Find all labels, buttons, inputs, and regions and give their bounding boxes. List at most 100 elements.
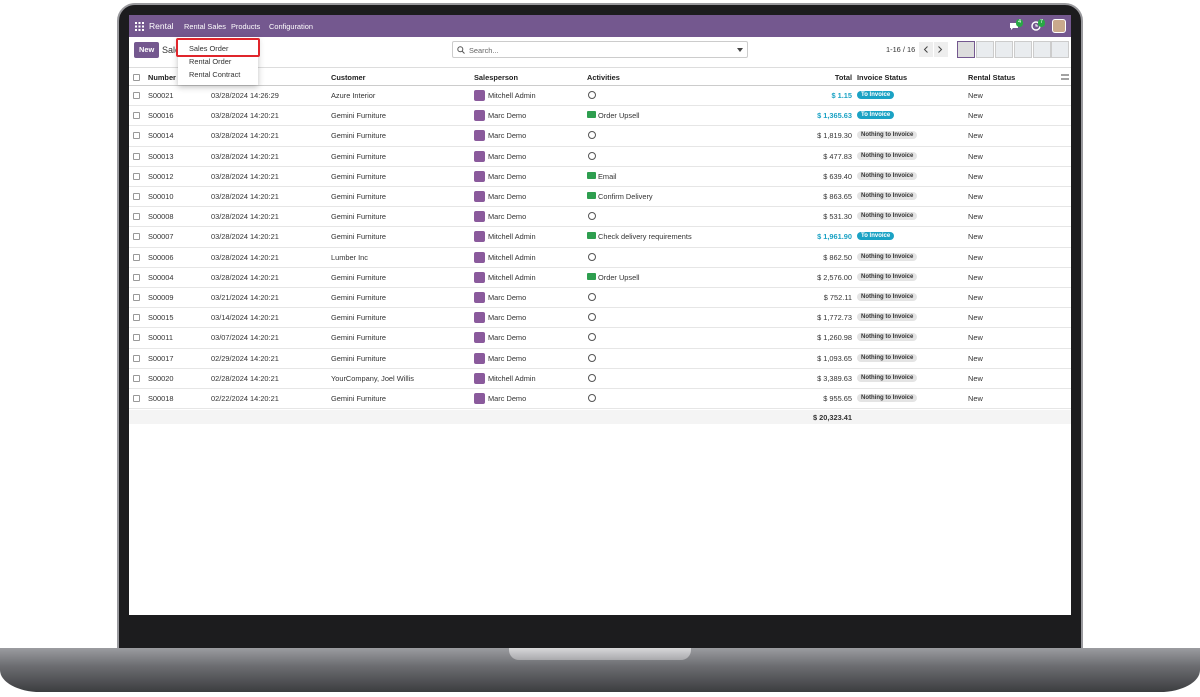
order-total: $ 1,093.65 (817, 353, 852, 363)
table-row[interactable]: S00004 03/28/2024 14:20:21 Gemini Furnitur… (129, 268, 1071, 288)
menu-item[interactable]: Products (231, 22, 261, 31)
order-number: S00015 (148, 313, 174, 323)
view-calendar[interactable] (995, 41, 1013, 58)
table-row[interactable]: S00008 03/28/2024 14:20:21 Gemini Furnitur… (129, 207, 1071, 228)
order-date: 03/28/2024 14:20:21 (211, 252, 279, 262)
optional-columns[interactable] (1061, 73, 1069, 81)
rental-status: New (968, 171, 983, 181)
menu-item[interactable]: Rental Sales (184, 22, 226, 31)
activity-icon[interactable] (587, 192, 596, 199)
row-checkbox[interactable] (133, 213, 140, 221)
menu-item[interactable]: Configuration (269, 22, 313, 31)
activity-clock[interactable] (588, 91, 596, 99)
table-row[interactable]: S00018 02/22/2024 14:20:21 Gemini Furnitur… (129, 389, 1071, 410)
view-kanban[interactable] (976, 41, 994, 58)
row-checkbox[interactable] (133, 112, 140, 120)
activity-clock[interactable] (588, 293, 596, 301)
table-row[interactable]: S00013 03/28/2024 14:20:21 Gemini Furnitur… (129, 147, 1071, 167)
activity-clock[interactable] (588, 333, 596, 342)
order-number: S00020 (148, 373, 174, 383)
view-list[interactable] (957, 41, 975, 58)
invoice-status: Nothing to Invoice (857, 192, 918, 200)
row-checkbox[interactable] (133, 152, 140, 160)
activity-clock[interactable] (588, 252, 596, 261)
table-row[interactable]: S00016 03/28/2024 14:20:21 Gemini Furnitur… (129, 106, 1071, 127)
salesperson-avatar (474, 191, 485, 202)
row-checkbox[interactable] (133, 193, 140, 200)
select-all[interactable] (133, 74, 140, 81)
user-avatar[interactable] (1052, 19, 1066, 33)
row-checkbox[interactable] (133, 334, 140, 342)
column-header[interactable]: Salesperson (474, 73, 518, 82)
view-activity[interactable] (1051, 41, 1069, 58)
table-row[interactable]: S00015 03/14/2024 14:20:21 Gemini Furnitur… (129, 308, 1071, 329)
table-row[interactable]: S00009 03/21/2024 14:20:21 Gemini Furnitur… (129, 288, 1071, 309)
invoice-status: Nothing to Invoice (857, 131, 918, 140)
order-date: 03/28/2024 14:20:21 (211, 111, 279, 121)
search-placeholder: Search... (469, 46, 499, 55)
row-checkbox[interactable] (133, 172, 140, 180)
row-checkbox[interactable] (133, 273, 140, 281)
table-row[interactable]: S00011 03/07/2024 14:20:21 Gemini Furnitur… (129, 328, 1071, 349)
table-row[interactable]: S00007 03/28/2024 14:20:21 Gemini Furnitur… (129, 227, 1071, 248)
dropdown-item[interactable]: Sales Order (189, 44, 229, 53)
table-row[interactable]: S00020 02/28/2024 14:20:21 YourCompany, Jo… (129, 369, 1071, 389)
activity-clock[interactable] (588, 394, 596, 402)
dropdown-item[interactable]: Rental Order (189, 57, 232, 66)
view-graph[interactable] (1033, 41, 1051, 58)
table-row[interactable]: S00010 03/28/2024 14:20:21 Gemini Furnitur… (129, 187, 1071, 208)
activity-icon[interactable] (587, 171, 596, 179)
table-row[interactable]: S00017 02/29/2024 14:20:21 Gemini Furnitur… (129, 349, 1071, 369)
row-checkbox[interactable] (133, 314, 140, 322)
column-header[interactable]: Number (148, 73, 176, 82)
column-header[interactable]: Invoice Status (857, 73, 908, 82)
column-header[interactable]: Activities (587, 73, 620, 82)
salesperson-avatar (474, 90, 485, 101)
row-checkbox[interactable] (133, 233, 140, 241)
new-button[interactable]: New (134, 42, 159, 58)
activity-icon[interactable] (587, 272, 596, 280)
apps-icon[interactable] (135, 22, 144, 31)
activity-clock[interactable] (588, 373, 596, 382)
order-date: 03/28/2024 14:20:21 (211, 151, 279, 161)
activity-icon[interactable] (587, 111, 596, 119)
activity-summary: Order Upsell (598, 272, 640, 282)
pager-arrows[interactable] (919, 42, 949, 57)
row-checkbox[interactable] (133, 395, 140, 402)
row-checkbox[interactable] (133, 92, 140, 99)
order-date: 03/28/2024 14:20:21 (211, 192, 279, 201)
activity-icon[interactable] (587, 232, 596, 240)
order-number: S00009 (148, 293, 174, 302)
table-row[interactable]: S00021 03/28/2024 14:26:29 Azure Interior M… (129, 86, 1071, 107)
row-checkbox[interactable] (133, 294, 140, 301)
table-row[interactable]: S00006 03/28/2024 14:20:21 Lumber Inc Mitch… (129, 248, 1071, 268)
activity-clock[interactable] (588, 212, 596, 221)
salesperson: Marc Demo (488, 171, 527, 181)
search-dropdown[interactable] (737, 48, 743, 52)
row-checkbox[interactable] (133, 354, 140, 362)
activity-clock[interactable] (588, 151, 596, 160)
order-number: S00004 (148, 272, 174, 282)
column-header[interactable]: Customer (331, 73, 366, 82)
invoice-status: Nothing to Invoice (857, 272, 918, 281)
order-number: S00006 (148, 252, 174, 262)
view-pivot[interactable] (1014, 41, 1032, 58)
row-checkbox[interactable] (133, 374, 140, 382)
table-row[interactable]: S00012 03/28/2024 14:20:21 Gemini Furnitur… (129, 167, 1071, 187)
activity-clock[interactable] (588, 131, 596, 140)
row-checkbox[interactable] (133, 253, 140, 261)
dropdown-item[interactable]: Rental Contract (189, 70, 241, 79)
column-header[interactable]: Total (834, 73, 852, 82)
search-box[interactable]: Search... (452, 41, 748, 58)
order-date: 03/07/2024 14:20:21 (211, 333, 279, 343)
table-row[interactable]: S00014 03/28/2024 14:20:21 Gemini Furnitur… (129, 126, 1071, 147)
column-header[interactable]: Rental Status (968, 73, 1016, 82)
activity-clock[interactable] (588, 313, 596, 322)
activity-clock[interactable] (588, 353, 596, 362)
rental-status: New (968, 353, 983, 363)
app-name[interactable]: Rental (149, 21, 174, 31)
chat-badge: 4 (1016, 19, 1024, 27)
row-checkbox[interactable] (133, 132, 140, 140)
salesperson-avatar (474, 352, 485, 364)
